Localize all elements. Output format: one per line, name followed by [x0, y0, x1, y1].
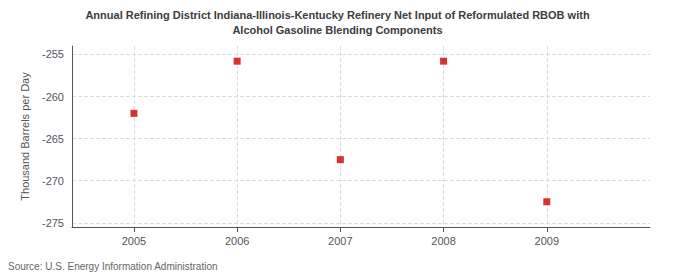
svg-text:2005: 2005: [122, 235, 146, 247]
svg-text:2007: 2007: [328, 235, 352, 247]
svg-text:Annual Refining District India: Annual Refining District Indiana-Illinoi…: [85, 9, 589, 21]
svg-text:2008: 2008: [431, 235, 455, 247]
svg-text:-255: -255: [42, 48, 64, 60]
svg-text:Source: U.S. Energy Informatio: Source: U.S. Energy Information Administ…: [8, 261, 218, 272]
svg-text:-265: -265: [42, 133, 64, 145]
svg-text:-260: -260: [42, 91, 64, 103]
svg-text:2006: 2006: [225, 235, 249, 247]
svg-text:Thousand Barrels per Day: Thousand Barrels per Day: [19, 72, 31, 201]
svg-text:2009: 2009: [535, 235, 559, 247]
svg-text:-270: -270: [42, 175, 64, 187]
svg-text:-275: -275: [42, 217, 64, 229]
svg-text:Alcohol Gasoline Blending Comp: Alcohol Gasoline Blending Components: [232, 24, 442, 36]
